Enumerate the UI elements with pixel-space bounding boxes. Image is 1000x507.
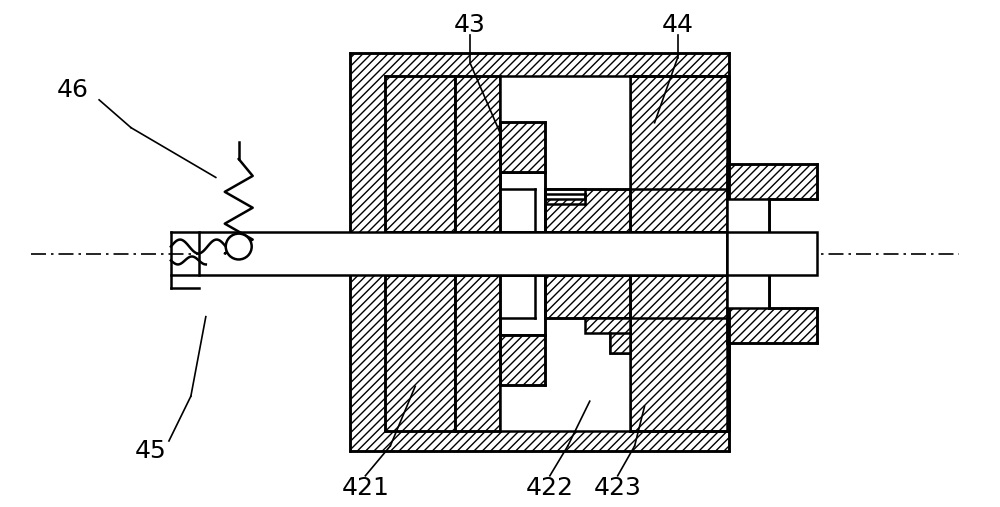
Bar — [385, 275, 455, 430]
Polygon shape — [610, 333, 630, 353]
Bar — [385, 275, 455, 430]
Bar — [500, 122, 545, 172]
Bar — [545, 189, 630, 232]
Bar — [385, 77, 455, 232]
Bar — [727, 232, 817, 275]
Bar — [545, 275, 630, 318]
Bar — [455, 275, 630, 430]
Bar — [545, 275, 630, 365]
Circle shape — [226, 234, 252, 260]
Bar — [500, 275, 545, 335]
Bar — [500, 335, 545, 385]
Text: 45: 45 — [135, 439, 167, 463]
Bar — [455, 77, 665, 232]
Polygon shape — [455, 275, 535, 430]
Bar — [630, 77, 729, 232]
Text: 46: 46 — [57, 78, 89, 102]
Bar — [545, 189, 585, 199]
Bar — [545, 142, 630, 232]
Bar — [455, 275, 665, 430]
Polygon shape — [727, 164, 817, 343]
Bar — [665, 275, 729, 308]
Bar — [500, 172, 545, 232]
Bar — [727, 199, 769, 308]
Polygon shape — [455, 77, 535, 232]
Text: 423: 423 — [594, 476, 642, 500]
Bar — [500, 77, 630, 232]
Bar — [385, 77, 455, 232]
Bar — [455, 77, 630, 232]
Bar — [199, 232, 727, 275]
Polygon shape — [585, 318, 630, 353]
Bar — [665, 199, 729, 232]
Text: 43: 43 — [454, 13, 486, 37]
Text: 422: 422 — [526, 476, 574, 500]
Text: 44: 44 — [662, 13, 694, 37]
Bar — [350, 53, 729, 451]
Bar — [630, 275, 729, 430]
Bar — [500, 275, 630, 430]
Text: 421: 421 — [341, 476, 389, 500]
